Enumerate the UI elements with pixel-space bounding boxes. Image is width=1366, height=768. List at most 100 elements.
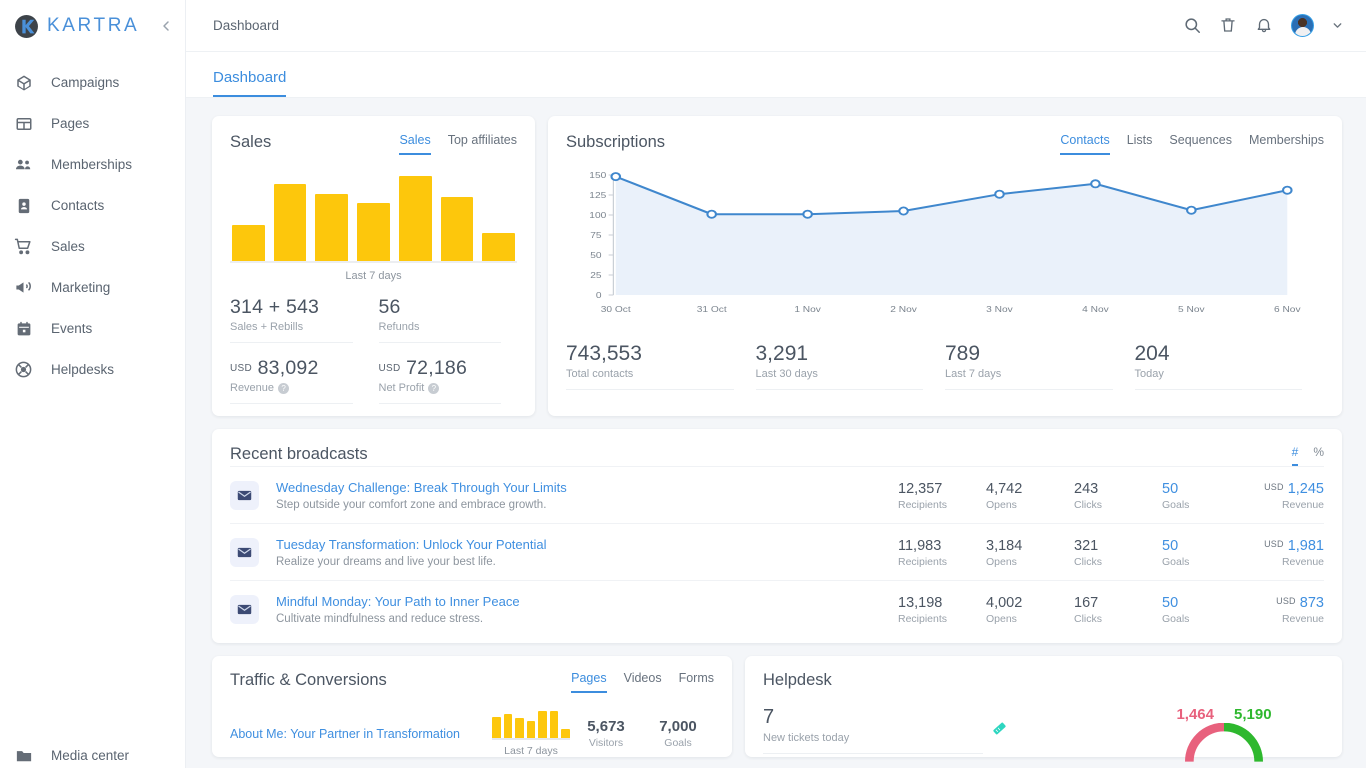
metric-label: Revenue (1281, 555, 1324, 568)
currency-code: USD (378, 363, 401, 374)
stat-last-7-days: 789 Last 7 days (945, 342, 1135, 390)
sidebar-item-helpdesks[interactable]: Helpdesks (0, 349, 185, 390)
broadcast-title-link[interactable]: Tuesday Transformation: Unlock Your Pote… (276, 537, 547, 552)
stat-label: Total contacts (566, 368, 634, 380)
metric-value: 13,198 (898, 594, 943, 611)
stat-value: 204 (1134, 342, 1170, 365)
metric-revenue: USD 873 Revenue (1250, 595, 1324, 625)
sidebar-bottom: Media center (0, 735, 185, 768)
search-icon[interactable] (1183, 16, 1202, 35)
stat-value: 56 (378, 296, 401, 318)
tab-memberships[interactable]: Memberships (1248, 133, 1324, 147)
top-bar-actions (1183, 14, 1344, 37)
divider (378, 342, 501, 343)
sales-bar (357, 202, 390, 261)
help-icon[interactable]: ? (278, 382, 290, 394)
table-row[interactable]: Tuesday Transformation: Unlock Your Pote… (230, 523, 1324, 580)
top-bar: Dashboard (186, 0, 1366, 52)
toggle-percent[interactable]: % (1313, 445, 1324, 459)
sidebar-collapse-icon[interactable] (158, 18, 174, 34)
broadcast-metrics: 11,983 Recipients 3,184 Opens 321 Clicks (898, 538, 1324, 568)
sidebar-item-pages[interactable]: Pages (0, 103, 185, 144)
divider (763, 753, 983, 754)
sidebar-item-contacts[interactable]: Contacts (0, 185, 185, 226)
sidebar-item-memberships[interactable]: Memberships (0, 144, 185, 185)
broadcast-subtitle: Realize your dreams and live your best l… (276, 556, 496, 568)
stat-label: Last 7 days (945, 368, 1002, 380)
broadcast-title-link[interactable]: Wednesday Challenge: Break Through Your … (276, 480, 567, 495)
tab-dashboard[interactable]: Dashboard (213, 69, 287, 97)
helpdesk-title: Helpdesk (763, 671, 832, 689)
avatar[interactable] (1291, 14, 1314, 37)
trash-icon[interactable] (1219, 16, 1238, 35)
tab-top-affiliates[interactable]: Top affiliates (447, 133, 517, 147)
svg-text:50: 50 (590, 250, 601, 260)
svg-text:30 Oct: 30 Oct (601, 304, 631, 314)
table-row[interactable]: Wednesday Challenge: Break Through Your … (230, 466, 1324, 523)
tab-videos[interactable]: Videos (623, 671, 662, 685)
metric-goals: 50 Goals (1162, 481, 1250, 511)
chevron-down-icon[interactable] (1331, 19, 1344, 32)
sales-bar (232, 225, 265, 261)
broadcast-subtitle: Step outside your comfort zone and embra… (276, 499, 547, 511)
stat-label: Visitors (588, 737, 624, 749)
metric-value: 1,245 (1287, 480, 1324, 497)
divider (945, 389, 1113, 390)
sidebar-item-campaigns[interactable]: Campaigns (0, 62, 185, 103)
sidebar: KARTRA Campaigns Pages Mem (0, 0, 186, 768)
broadcast-metrics: 12,357 Recipients 4,742 Opens 243 Clicks (898, 481, 1324, 511)
sidebar-item-marketing[interactable]: Marketing (0, 267, 185, 308)
stat-value: 7,000 (659, 718, 697, 735)
metric-opens: 4,742 Opens (986, 481, 1074, 511)
stat-label: Refunds (378, 321, 420, 333)
tab-sales[interactable]: Sales (399, 133, 431, 155)
tab-sequences[interactable]: Sequences (1169, 133, 1232, 147)
metric-value: 4,742 (986, 480, 1023, 497)
svg-text:3 Nov: 3 Nov (986, 304, 1013, 314)
svg-text:1 Nov: 1 Nov (794, 304, 821, 314)
broadcast-text: Mindful Monday: Your Path to Inner Peace… (276, 594, 806, 625)
toggle-number[interactable]: # (1291, 445, 1299, 466)
stat-label: New tickets today (763, 732, 850, 744)
broadcasts-header: Recent broadcasts # % (230, 445, 1324, 466)
sidebar-item-media-center[interactable]: Media center (0, 735, 185, 768)
table-row[interactable]: Mindful Monday: Your Path to Inner Peace… (230, 580, 1324, 637)
svg-text:31 Oct: 31 Oct (697, 304, 727, 314)
traffic-row[interactable]: About Me: Your Partner in Transformation (230, 710, 714, 757)
tab-pages[interactable]: Pages (571, 671, 607, 693)
sales-stats-row-2: USD 83,092 Revenue ? USD 72,186 Net Prof… (230, 357, 517, 404)
tab-lists[interactable]: Lists (1126, 133, 1153, 147)
sales-bar (315, 194, 349, 261)
bell-icon[interactable] (1255, 16, 1274, 35)
stat-today: 204 Today (1134, 342, 1325, 390)
folder-icon (14, 746, 33, 765)
traffic-bar (515, 718, 524, 738)
subscriptions-stats: 743,553 Total contacts 3,291 Last 30 day… (566, 342, 1324, 390)
subscriptions-card-title: Subscriptions (566, 133, 666, 151)
sidebar-logo[interactable]: KARTRA (0, 0, 185, 52)
help-icon[interactable]: ? (428, 382, 440, 394)
tab-forms[interactable]: Forms (678, 671, 714, 685)
tab-contacts[interactable]: Contacts (1060, 133, 1110, 155)
metric-value: 3,184 (986, 537, 1023, 554)
broadcast-title-link[interactable]: Mindful Monday: Your Path to Inner Peace (276, 594, 520, 609)
metric-label: Opens (986, 612, 1017, 625)
stat-value: 7 (763, 706, 775, 728)
envelope-icon (230, 481, 259, 510)
sales-card-tabs: Sales Top affiliates (399, 133, 517, 155)
sales-bar (482, 233, 516, 261)
traffic-bar (492, 717, 501, 738)
currency-code: USD (1276, 595, 1296, 606)
svg-text:125: 125 (589, 190, 606, 200)
traffic-page-link[interactable]: About Me: Your Partner in Transformation (230, 726, 460, 741)
metric-value: 1,981 (1287, 537, 1324, 554)
svg-text:2 Nov: 2 Nov (890, 304, 917, 314)
page-tabbar: Dashboard (186, 52, 1366, 98)
metric-label: Revenue (1281, 612, 1324, 625)
sidebar-item-events[interactable]: Events (0, 308, 185, 349)
sidebar-item-sales[interactable]: Sales (0, 226, 185, 267)
metric-revenue: USD 1,245 Revenue (1250, 481, 1324, 511)
divider (230, 342, 353, 343)
metric-opens: 4,002 Opens (986, 595, 1074, 625)
sales-bar (398, 176, 432, 261)
